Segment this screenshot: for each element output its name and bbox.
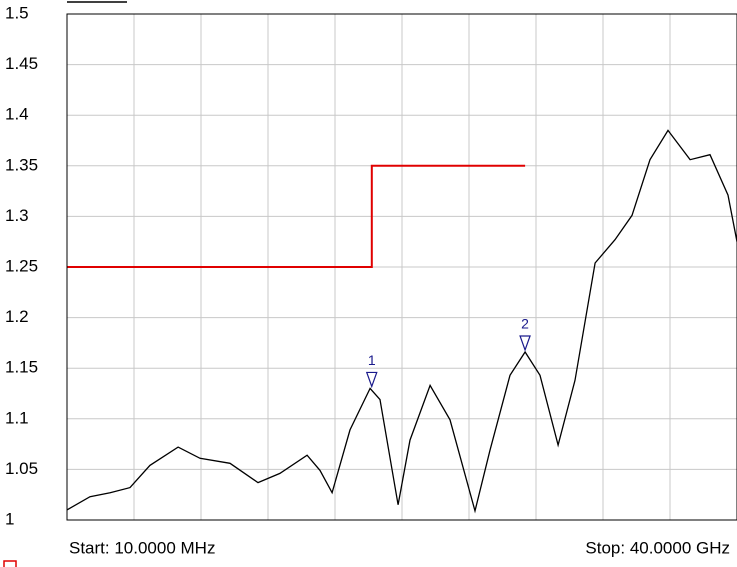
y-tick-label: 1.1 (5, 408, 29, 427)
y-tick-label: 1.25 (5, 256, 38, 275)
trace-line (66, 129, 737, 514)
marker-label: 1 (368, 352, 376, 368)
marker (519, 335, 531, 352)
start-label: Start: 10.0000 MHz (69, 538, 215, 557)
marker-label: 2 (521, 316, 529, 332)
marker (365, 371, 378, 389)
stop-label: Stop: 40.0000 GHz (585, 538, 730, 557)
y-tick-label: 1.05 (5, 459, 38, 478)
y-tick-label: 1.5 (5, 3, 29, 22)
y-tick-label: 1.45 (5, 54, 38, 73)
plot: 12 (66, 129, 737, 514)
y-tick-label: 1.3 (5, 206, 29, 225)
y-tick-label: 1 (5, 509, 14, 528)
y-tick-label: 1.2 (5, 307, 29, 326)
limit-line (67, 164, 526, 268)
y-tick-label: 1.15 (5, 358, 38, 377)
y-tick-label: 1.4 (5, 105, 29, 124)
channel-indicator (3, 560, 17, 567)
plot-frame (66, 13, 737, 521)
y-tick-label: 1.35 (5, 155, 38, 174)
